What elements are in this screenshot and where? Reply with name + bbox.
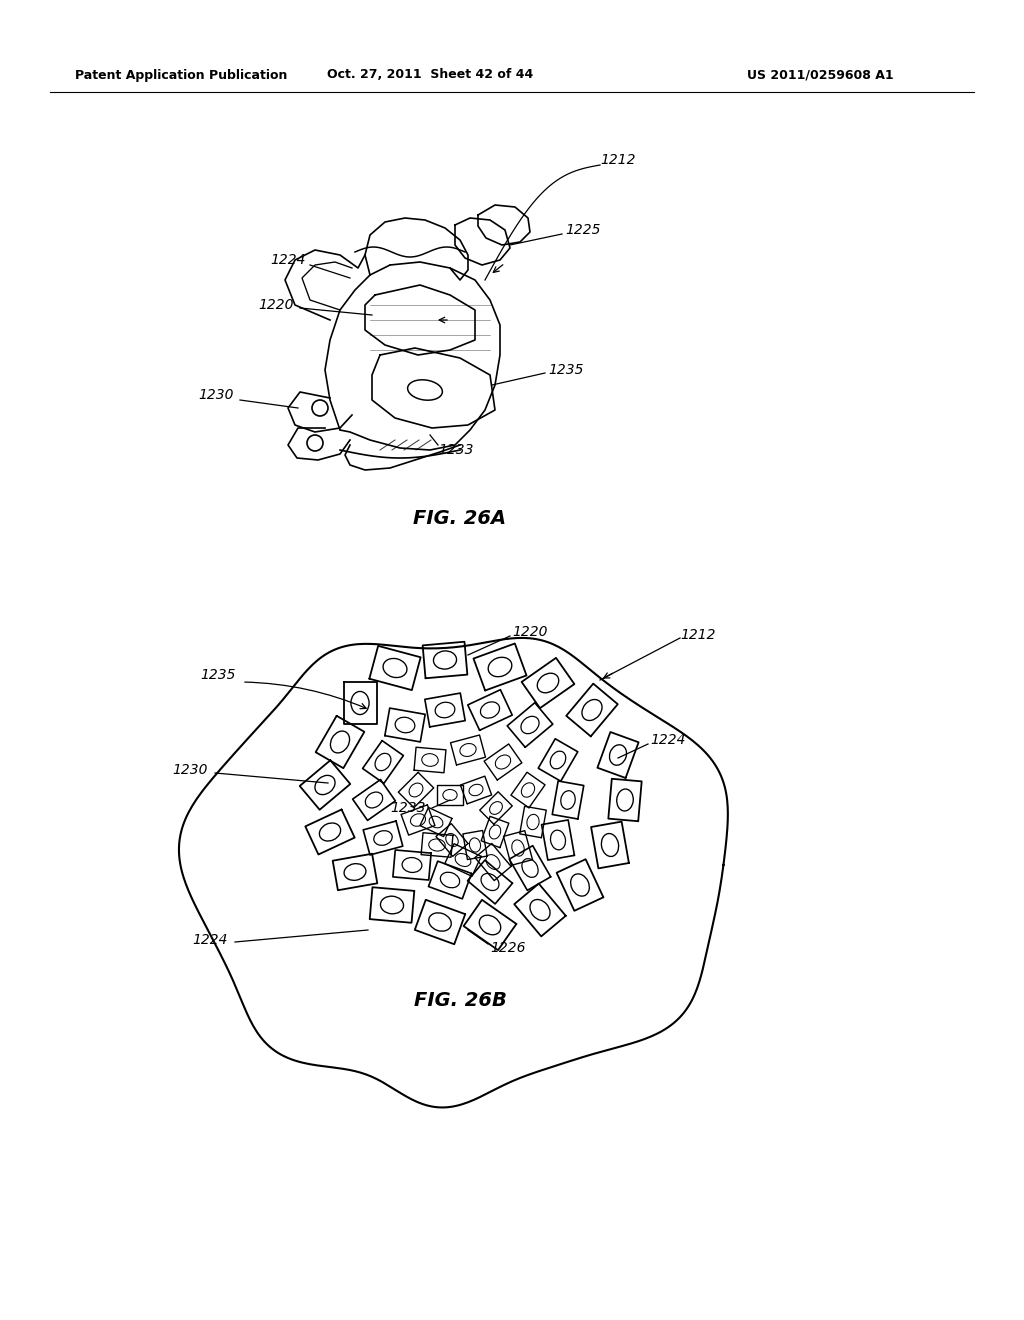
Text: 1230: 1230 bbox=[172, 763, 208, 777]
Text: FIG. 26A: FIG. 26A bbox=[414, 508, 507, 528]
Text: 1224: 1224 bbox=[270, 253, 305, 267]
Text: Oct. 27, 2011  Sheet 42 of 44: Oct. 27, 2011 Sheet 42 of 44 bbox=[327, 69, 534, 82]
Text: 1224: 1224 bbox=[650, 733, 685, 747]
Text: 1233: 1233 bbox=[390, 801, 426, 814]
Text: 1226: 1226 bbox=[490, 941, 525, 954]
Text: 1220: 1220 bbox=[258, 298, 294, 312]
Text: US 2011/0259608 A1: US 2011/0259608 A1 bbox=[746, 69, 893, 82]
Text: 1212: 1212 bbox=[600, 153, 636, 168]
Text: 1235: 1235 bbox=[548, 363, 584, 378]
Text: Patent Application Publication: Patent Application Publication bbox=[75, 69, 288, 82]
Text: 1220: 1220 bbox=[512, 624, 548, 639]
Text: FIG. 26B: FIG. 26B bbox=[414, 990, 507, 1010]
Text: 1230: 1230 bbox=[198, 388, 233, 403]
Polygon shape bbox=[179, 638, 728, 1107]
Text: 1235: 1235 bbox=[200, 668, 236, 682]
Text: 1212: 1212 bbox=[680, 628, 716, 642]
Text: 1225: 1225 bbox=[565, 223, 600, 238]
Text: 1224: 1224 bbox=[193, 933, 227, 946]
Text: 1233: 1233 bbox=[438, 444, 473, 457]
